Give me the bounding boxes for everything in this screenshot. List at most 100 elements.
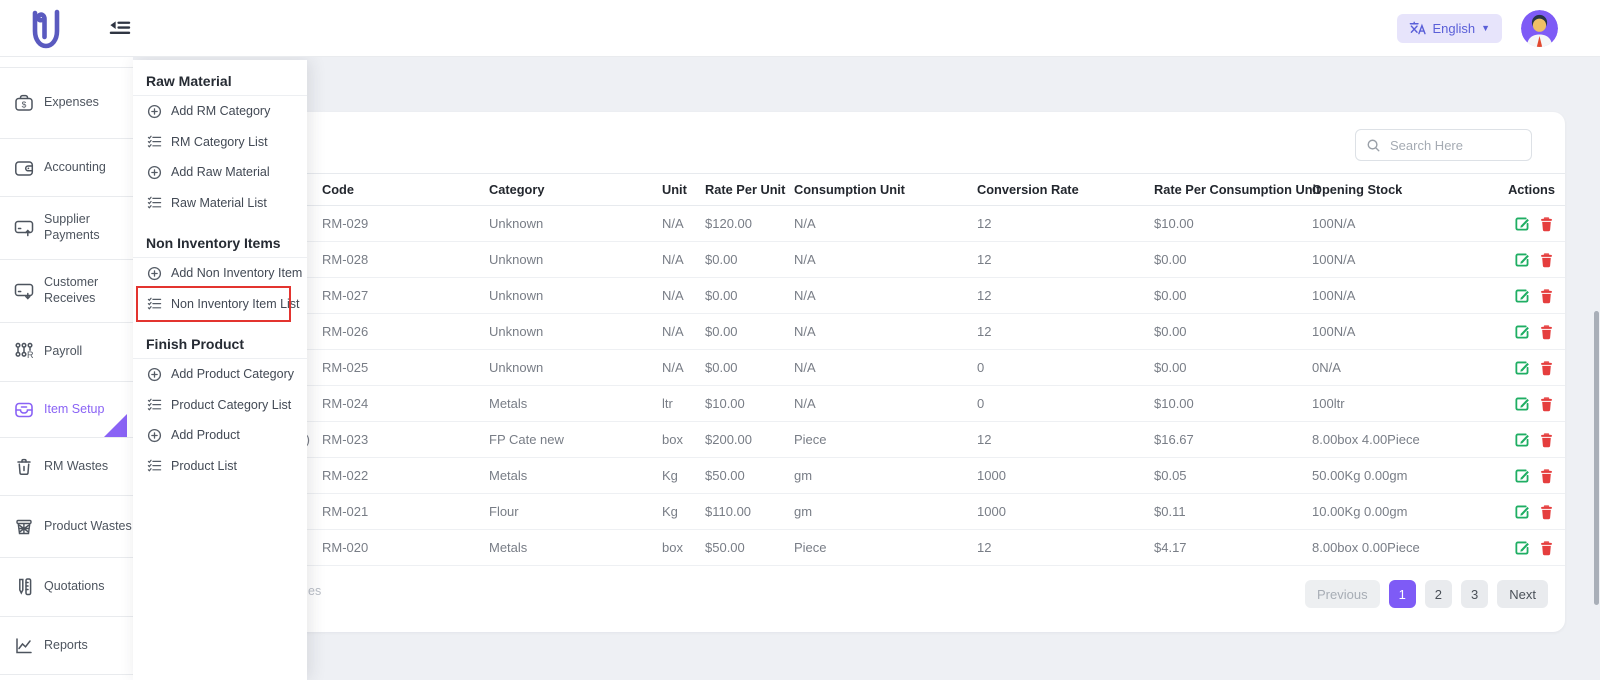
- sidebar-item-accounting[interactable]: Accounting: [0, 139, 133, 197]
- pagination: Previous 1 2 3 Next: [1304, 580, 1548, 608]
- quotations-icon: [13, 576, 35, 598]
- language-selector-button[interactable]: English ▼: [1397, 13, 1502, 43]
- cell-rate-per-consumption-unit: $0.00: [1154, 252, 1187, 267]
- sidebar-collapse-icon[interactable]: [108, 16, 132, 40]
- flyout-item-add-raw-material[interactable]: Add Raw Material: [133, 157, 307, 188]
- sidebar-item-customer-receives[interactable]: Customer Receives: [0, 260, 133, 323]
- flyout-item-rm-category-list[interactable]: RM Category List: [133, 127, 307, 158]
- user-avatar[interactable]: [1521, 9, 1558, 47]
- delete-button[interactable]: [1539, 288, 1555, 304]
- edit-button[interactable]: [1514, 540, 1530, 556]
- sidebar-item-supplier-payments[interactable]: Supplier Payments: [0, 197, 133, 260]
- cell-code: RM-026: [322, 324, 369, 339]
- cell-rate-per-consumption-unit: $0.00: [1154, 324, 1187, 339]
- cell-unit: N/A: [662, 216, 684, 231]
- cell-rate-per-unit: $200.00: [705, 432, 752, 447]
- col-header-consumption-unit: Consumption Unit: [794, 182, 905, 197]
- edit-button[interactable]: [1514, 288, 1530, 304]
- cell-code: RM-027: [322, 288, 369, 303]
- cell-unit: ltr: [662, 396, 673, 411]
- delete-button[interactable]: [1539, 504, 1555, 520]
- flyout-item-label: Product List: [171, 458, 238, 473]
- sidebar-item-quotations[interactable]: Quotations: [0, 558, 133, 617]
- sidebar-item-label: Reports: [44, 637, 88, 652]
- app-logo-icon[interactable]: [28, 5, 64, 51]
- sidebar-item-expenses[interactable]: $ Expenses: [0, 68, 133, 139]
- delete-button[interactable]: [1539, 432, 1555, 448]
- table-row: RM-021 Flour Kg $110.00 gm 1000 $0.11 10…: [153, 494, 1565, 530]
- cell-conversion-rate: 1000: [977, 504, 1006, 519]
- cell-actions: [1514, 360, 1565, 376]
- cell-name: ): [305, 432, 310, 447]
- sidebar-item-product-wastes[interactable]: Product Wastes: [0, 496, 133, 558]
- translate-icon: [1409, 21, 1427, 35]
- sidebar-item-label: RM Wastes: [44, 458, 109, 473]
- cell-unit: N/A: [662, 360, 684, 375]
- checklist-icon: [147, 397, 162, 412]
- supplier-payments-icon: [13, 217, 35, 239]
- sidebar: Attendance $ Expenses Accounting Supplie…: [0, 57, 133, 680]
- add-circle-icon: [147, 165, 162, 180]
- sidebar-scrollbar[interactable]: [1594, 311, 1599, 605]
- delete-button[interactable]: [1539, 216, 1555, 232]
- rm-wastes-icon: [13, 456, 35, 478]
- delete-button[interactable]: [1539, 468, 1555, 484]
- edit-button[interactable]: [1514, 252, 1530, 268]
- cell-code: RM-023: [322, 432, 369, 447]
- cell-actions: [1514, 540, 1565, 556]
- item-list-card: Code Category Unit Rate Per Unit Consump…: [153, 112, 1565, 632]
- edit-button[interactable]: [1514, 504, 1530, 520]
- flyout-item-add-product[interactable]: Add Product: [133, 420, 307, 451]
- cell-category: Flour: [489, 504, 519, 519]
- table-body: RM-029 Unknown N/A $120.00 N/A 12 $10.00…: [153, 206, 1565, 566]
- sidebar-item-reports[interactable]: Reports: [0, 617, 133, 675]
- flyout-item-label: Raw Material List: [171, 195, 267, 210]
- delete-button[interactable]: [1539, 396, 1555, 412]
- flyout-item-non-inventory-item-list[interactable]: Non Inventory Item List: [133, 285, 307, 322]
- cell-rate-per-unit: $50.00: [705, 468, 745, 483]
- cell-code: RM-025: [322, 360, 369, 375]
- edit-button[interactable]: [1514, 396, 1530, 412]
- table-row: RM-025 Unknown N/A $0.00 N/A 0 $0.00 0N/…: [153, 350, 1565, 386]
- flyout-item-raw-material-list[interactable]: Raw Material List: [133, 188, 307, 219]
- edit-button[interactable]: [1514, 360, 1530, 376]
- edit-button[interactable]: [1514, 324, 1530, 340]
- search-input[interactable]: [1388, 136, 1521, 154]
- page-button-1[interactable]: 1: [1388, 580, 1416, 608]
- previous-page-button[interactable]: Previous: [1304, 580, 1380, 608]
- delete-button[interactable]: [1539, 252, 1555, 268]
- cell-rate-per-consumption-unit: $0.11: [1154, 504, 1186, 519]
- cell-rate-per-unit: $0.00: [705, 252, 738, 267]
- cell-rate-per-consumption-unit: $10.00: [1154, 396, 1194, 411]
- edit-button[interactable]: [1514, 216, 1530, 232]
- items-table: Code Category Unit Rate Per Unit Consump…: [153, 173, 1565, 566]
- flyout-item-add-rm-category[interactable]: Add RM Category: [133, 96, 307, 127]
- table-row: ) RM-023 FP Cate new box $200.00 Piece 1…: [153, 422, 1565, 458]
- page-button-3[interactable]: 3: [1461, 580, 1489, 608]
- flyout-item-add-product-category[interactable]: Add Product Category: [133, 359, 307, 390]
- sidebar-item-label: Supplier Payments: [44, 212, 100, 242]
- flyout-item-product-category-list[interactable]: Product Category List: [133, 390, 307, 421]
- table-row: RM-022 Metals Kg $50.00 gm 1000 $0.05 50…: [153, 458, 1565, 494]
- sidebar-item-item-setup[interactable]: Item Setup: [0, 382, 133, 438]
- cell-actions: [1514, 396, 1565, 412]
- delete-button[interactable]: [1539, 540, 1555, 556]
- flyout-item-add-non-inventory-item[interactable]: Add Non Inventory Item: [133, 258, 307, 289]
- sidebar-item-rm-wastes[interactable]: RM Wastes: [0, 438, 133, 496]
- sidebar-item-payroll[interactable]: R Payroll: [0, 323, 133, 382]
- flyout-item-product-list[interactable]: Product List: [133, 451, 307, 482]
- checklist-icon: [147, 195, 162, 210]
- sidebar-item-attendance[interactable]: Attendance: [0, 57, 133, 68]
- next-page-button[interactable]: Next: [1497, 580, 1548, 608]
- cell-unit: box: [662, 432, 683, 447]
- edit-button[interactable]: [1514, 468, 1530, 484]
- col-header-unit: Unit: [662, 182, 687, 197]
- page-button-2[interactable]: 2: [1424, 580, 1453, 608]
- cell-conversion-rate: 12: [977, 432, 992, 447]
- cell-category: Unknown: [489, 252, 544, 267]
- edit-button[interactable]: [1514, 432, 1530, 448]
- cell-rate-per-consumption-unit: $4.17: [1154, 540, 1187, 555]
- delete-button[interactable]: [1539, 360, 1555, 376]
- cell-opening-stock: 8.00box 0.00Piece: [1312, 540, 1420, 555]
- delete-button[interactable]: [1539, 324, 1555, 340]
